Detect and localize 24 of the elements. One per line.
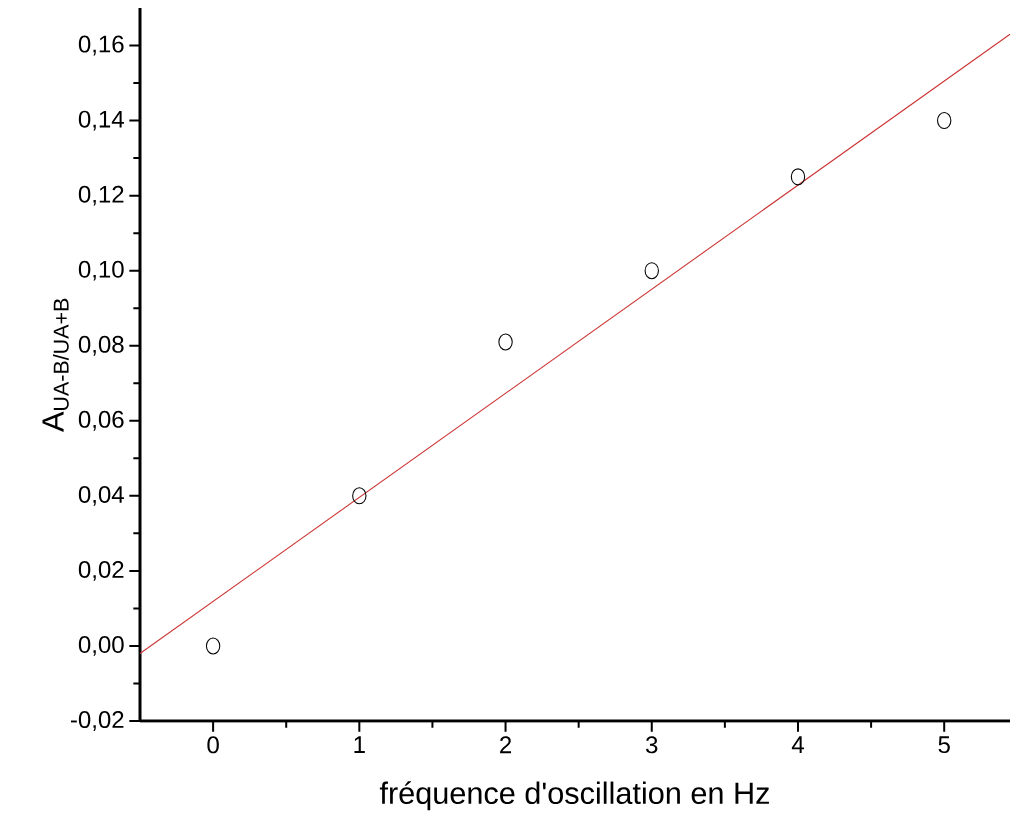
- point: [352, 487, 367, 505]
- y-tick-label: 0,14: [78, 110, 124, 131]
- y-tick-label: 0,16: [78, 35, 124, 56]
- point: [790, 168, 806, 186]
- x-tick-label: 3: [646, 736, 658, 754]
- x-tick-label: 2: [500, 736, 512, 754]
- x-axis-title: fréquence d'oscillation en Hz: [379, 781, 769, 811]
- x-tick-label: 0: [207, 736, 219, 754]
- x-tick-label: 1: [354, 736, 365, 753]
- y-tick-label: 0,02: [78, 560, 124, 581]
- point: [205, 637, 221, 655]
- y-tick-label: 0,06: [78, 410, 124, 431]
- y-tick-label: -0,02: [70, 711, 124, 731]
- point: [937, 112, 952, 130]
- point: [498, 333, 513, 351]
- y-tick-label: 0,04: [78, 485, 124, 506]
- y-tick-label: 0,12: [78, 185, 124, 206]
- x-tick-label: 4: [791, 736, 804, 753]
- y-tick-label: 0,00: [78, 636, 124, 656]
- y-tick-label: 0,10: [78, 260, 124, 281]
- y-tick-label: 0,08: [78, 335, 124, 356]
- point: [644, 262, 659, 280]
- y-axis-title: A$_{UA-B/UA+B}$: [42, 298, 69, 432]
- x-tick-label: 5: [938, 736, 950, 754]
